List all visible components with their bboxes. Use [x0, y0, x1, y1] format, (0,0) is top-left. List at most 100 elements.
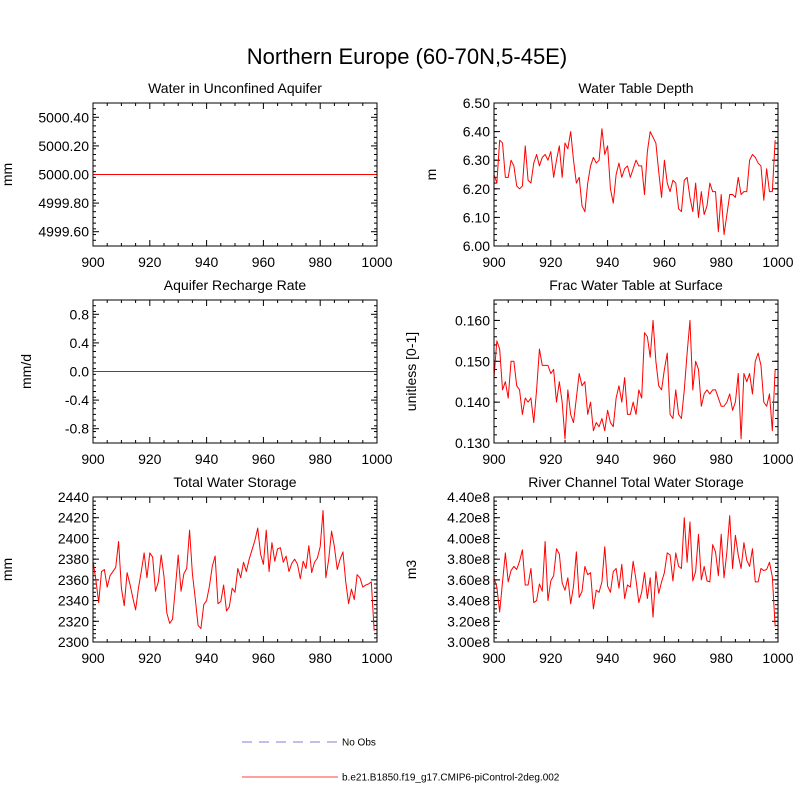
x-tick-label: 920: [539, 254, 563, 270]
y-tick-label: 0.160: [455, 312, 490, 328]
series-line: [92, 509, 375, 631]
y-axis-label: unitless [0-1]: [403, 332, 419, 411]
x-tick-label: 1000: [762, 451, 793, 467]
series-line: [493, 319, 776, 440]
x-tick-label: 980: [710, 650, 734, 666]
y-tick-label: 3.80e8: [447, 551, 490, 567]
legend-label-model: b.e21.B1850.f19_g17.CMIP6-piControl-2deg…: [342, 773, 560, 784]
x-tick-label: 1000: [762, 650, 793, 666]
y-tick-label: 2360: [58, 572, 89, 588]
y-tick-label: 0.150: [455, 353, 490, 369]
plot-frame: [92, 102, 378, 247]
y-tick-label: 3.60e8: [447, 572, 490, 588]
x-tick-label: 960: [653, 451, 677, 467]
x-tick-label: 960: [252, 650, 276, 666]
y-tick-label: 5000.20: [38, 138, 89, 154]
figure-title: Northern Europe (60-70N,5-45E): [247, 44, 567, 69]
x-tick-label: 940: [596, 650, 620, 666]
plot-frame: [493, 496, 779, 643]
y-tick-label: 6.00: [463, 238, 490, 254]
x-tick-label: 980: [309, 254, 333, 270]
chart-title: Water Table Depth: [578, 80, 693, 96]
legend: No Obs b.e21.B1850.f19_g17.CMIP6-piContr…: [242, 738, 560, 784]
x-tick-label: 960: [252, 451, 276, 467]
y-tick-label: 2440: [58, 489, 89, 505]
x-tick-label: 940: [195, 451, 219, 467]
y-axis-label: m: [423, 169, 439, 181]
x-tick-label: 900: [81, 254, 105, 270]
y-tick-label: 3.00e8: [447, 634, 490, 650]
x-tick-label: 980: [710, 451, 734, 467]
y-tick-label: 2340: [58, 593, 89, 609]
chart-title: Aquifer Recharge Rate: [164, 277, 307, 293]
x-tick-label: 920: [138, 451, 162, 467]
y-axis-label: mm: [0, 163, 15, 186]
x-tick-label: 940: [195, 254, 219, 270]
x-tick-label: 940: [596, 451, 620, 467]
y-tick-label: 0.130: [455, 435, 490, 451]
x-tick-label: 940: [596, 254, 620, 270]
y-tick-label: 2400: [58, 530, 89, 546]
y-tick-label: 6.40: [463, 124, 490, 140]
y-tick-label: 4999.60: [38, 224, 89, 240]
y-tick-label: 6.50: [463, 95, 490, 111]
chart-title: River Channel Total Water Storage: [528, 474, 744, 490]
y-axis-label: mm/d: [18, 354, 34, 389]
chart-panel-4: Frac Water Table at Surface 900 920 940 960 9…: [403, 277, 794, 467]
x-tick-label: 900: [482, 451, 506, 467]
y-tick-label: 0.8: [70, 306, 90, 322]
x-tick-label: 900: [81, 451, 105, 467]
y-axis-label: m3: [403, 560, 419, 580]
y-axis-label: mm: [0, 558, 15, 581]
y-tick-label: -0.4: [65, 392, 89, 408]
y-tick-label: 2380: [58, 551, 89, 567]
x-tick-label: 920: [138, 254, 162, 270]
y-tick-label: 2300: [58, 634, 89, 650]
series-line: [493, 515, 776, 627]
x-tick-label: 1000: [361, 254, 392, 270]
x-tick-label: 940: [195, 650, 219, 666]
y-tick-label: 4.40e8: [447, 489, 490, 505]
chart-panel-1: Water in Unconfined Aquifer 900 920 940 960 9…: [0, 80, 393, 270]
legend-label-no-obs: No Obs: [342, 738, 376, 749]
chart-panel-3: Aquifer Recharge Rate 900 920 940 960 980 1000…: [18, 277, 393, 467]
x-tick-label: 980: [309, 650, 333, 666]
y-tick-label: 5000.40: [38, 109, 89, 125]
chart-title: Water in Unconfined Aquifer: [148, 80, 322, 96]
x-tick-label: 920: [539, 451, 563, 467]
y-tick-label: 4.00e8: [447, 530, 490, 546]
x-tick-label: 1000: [361, 451, 392, 467]
y-tick-label: 0.4: [70, 335, 90, 351]
x-tick-label: 980: [309, 451, 333, 467]
y-tick-label: 4999.80: [38, 195, 89, 211]
y-tick-label: 3.20e8: [447, 613, 490, 629]
y-tick-label: 0.0: [70, 364, 90, 380]
x-tick-label: 1000: [361, 650, 392, 666]
series-line: [493, 128, 776, 236]
x-tick-label: 980: [710, 254, 734, 270]
x-tick-label: 920: [539, 650, 563, 666]
y-tick-label: 5000.00: [38, 167, 89, 183]
x-tick-label: 1000: [762, 254, 793, 270]
chart-title: Total Water Storage: [173, 474, 296, 490]
y-tick-label: 6.30: [463, 152, 490, 168]
y-tick-label: 6.20: [463, 181, 490, 197]
x-tick-label: 960: [252, 254, 276, 270]
y-tick-label: 6.10: [463, 209, 490, 225]
x-tick-label: 900: [482, 254, 506, 270]
legend-entry-no-obs: No Obs: [242, 738, 376, 749]
x-tick-label: 900: [81, 650, 105, 666]
x-tick-label: 920: [138, 650, 162, 666]
plot-frame: [493, 299, 779, 444]
y-tick-label: -0.8: [65, 421, 89, 437]
y-tick-label: 2420: [58, 510, 89, 526]
plot-frame: [92, 496, 378, 643]
x-tick-label: 960: [653, 650, 677, 666]
chart-panel-2: Water Table Depth 900 920 940 960 980 1000 6.00…: [423, 80, 794, 270]
y-tick-label: 4.20e8: [447, 510, 490, 526]
legend-entry-model: b.e21.B1850.f19_g17.CMIP6-piControl-2deg…: [242, 773, 560, 784]
chart-panel-6: River Channel Total Water Storage 900 920 9…: [403, 474, 794, 666]
y-tick-label: 0.140: [455, 394, 490, 410]
